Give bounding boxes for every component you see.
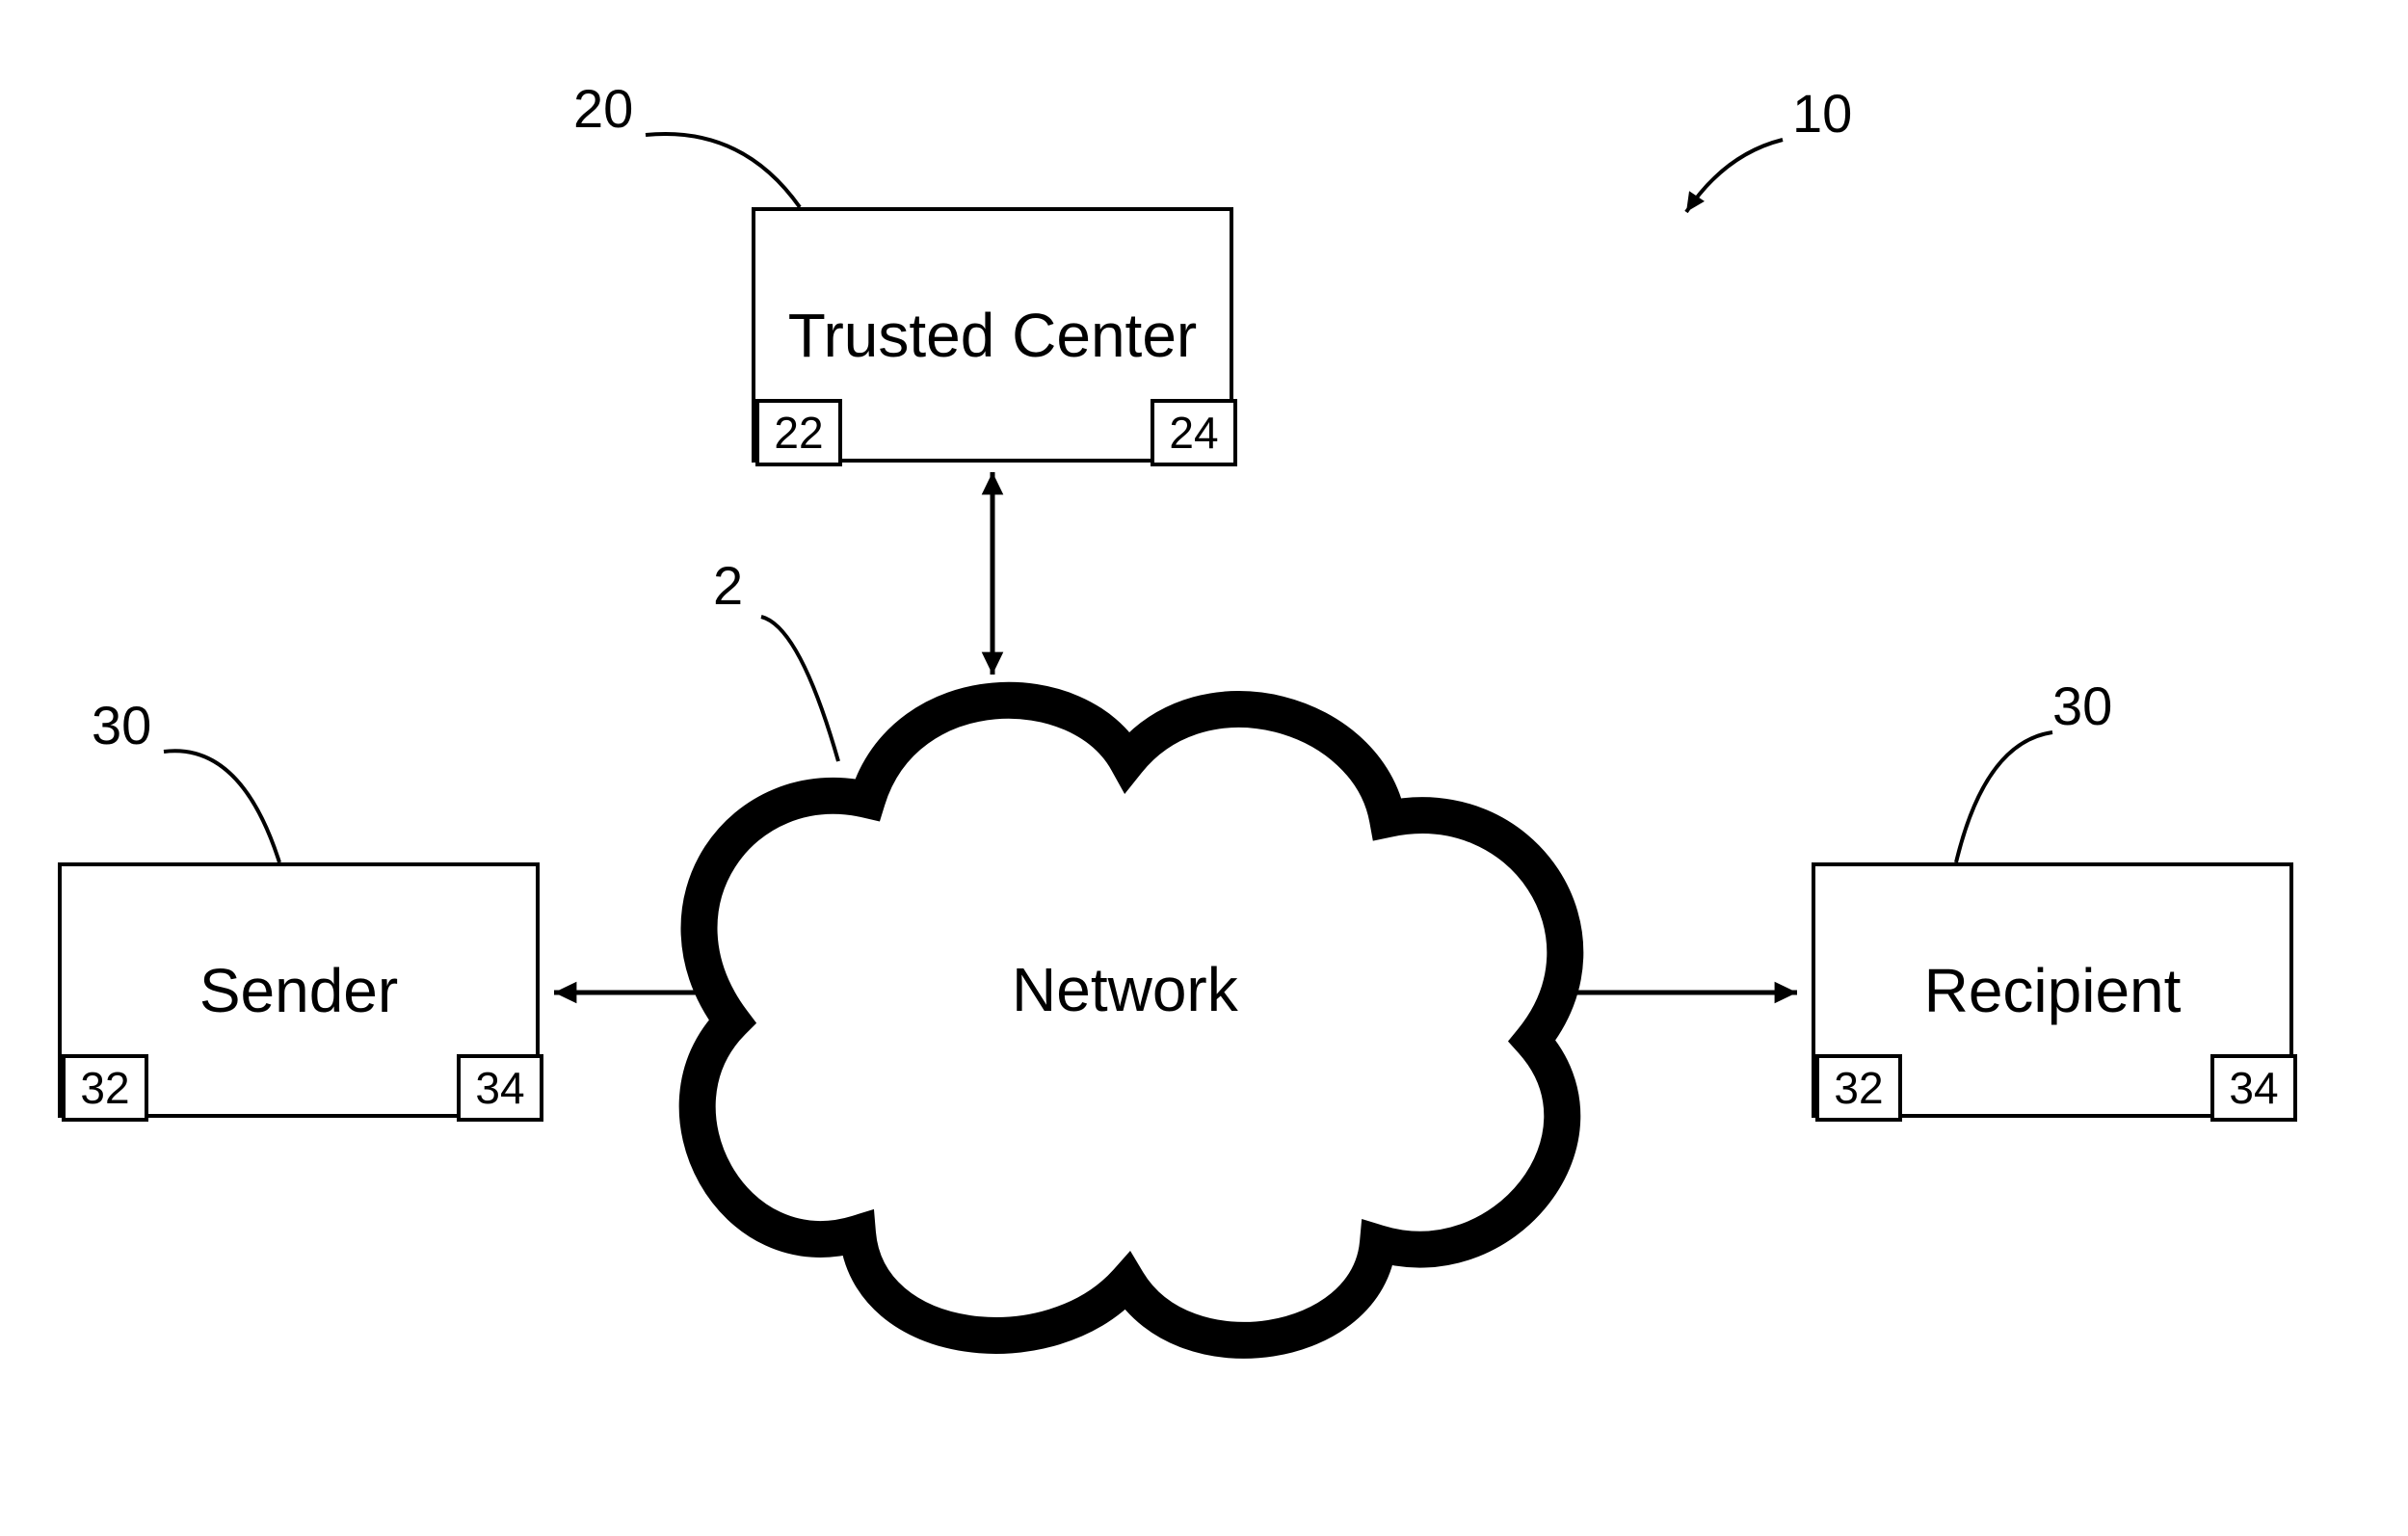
diagram-canvas: Network Trusted Center 22 24 Sender 32 3… [0, 0, 2408, 1536]
connector-arrows [0, 0, 2408, 1536]
